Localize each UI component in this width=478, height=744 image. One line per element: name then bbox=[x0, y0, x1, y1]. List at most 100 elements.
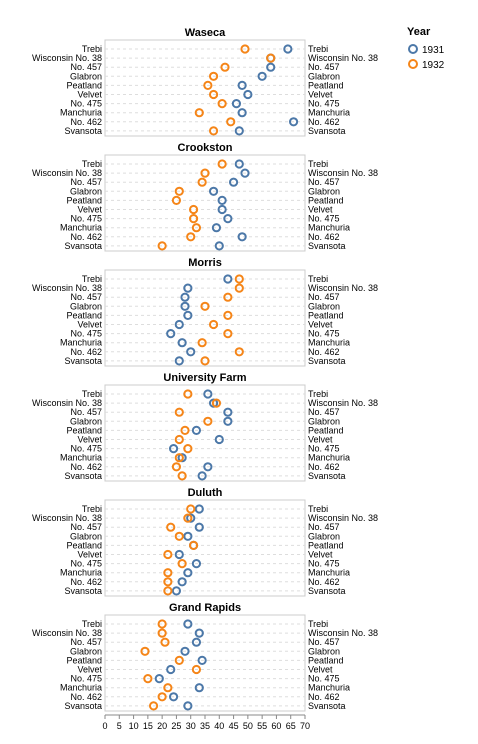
point-1932 bbox=[163, 577, 173, 587]
row-label-right: No. 475 bbox=[308, 214, 340, 224]
row-label-right: Wisconsin No. 38 bbox=[308, 398, 378, 408]
point-1932 bbox=[177, 471, 187, 481]
point-1932 bbox=[174, 407, 184, 417]
point-1931 bbox=[234, 159, 244, 169]
row-label-right: Manchuria bbox=[308, 683, 350, 693]
row-label-left: No. 475 bbox=[70, 214, 102, 224]
point-1931 bbox=[203, 462, 213, 472]
row-label-right: Svansota bbox=[308, 126, 346, 136]
row-label-right: Peatland bbox=[308, 655, 344, 665]
row-label-left: Trebi bbox=[82, 389, 102, 399]
point-1932 bbox=[163, 568, 173, 578]
point-1932 bbox=[174, 531, 184, 541]
point-1931 bbox=[174, 549, 184, 560]
row-label-right: Velvet bbox=[308, 435, 333, 445]
row-label-left: No. 462 bbox=[70, 117, 102, 127]
x-tick-label: 45 bbox=[229, 721, 239, 731]
point-1932 bbox=[157, 241, 167, 251]
legend-symbol-1932 bbox=[408, 59, 418, 69]
row-label-left: Wisconsin No. 38 bbox=[32, 283, 102, 293]
point-1931 bbox=[174, 319, 184, 330]
row-label-left: No. 462 bbox=[70, 232, 102, 242]
row-label-right: Wisconsin No. 38 bbox=[308, 283, 378, 293]
facet-title: Morris bbox=[188, 257, 222, 269]
row-label-left: Velvet bbox=[77, 90, 102, 100]
row-label-left: No. 462 bbox=[70, 692, 102, 702]
point-1931 bbox=[266, 62, 276, 72]
point-1932 bbox=[186, 232, 196, 242]
point-1931 bbox=[177, 577, 187, 587]
point-1932 bbox=[203, 80, 213, 91]
point-1931 bbox=[197, 471, 207, 481]
point-1931 bbox=[154, 674, 164, 684]
row-label-right: Peatland bbox=[308, 195, 344, 205]
row-label-left: Peatland bbox=[66, 310, 102, 320]
x-tick-label: 50 bbox=[243, 721, 253, 731]
point-1932 bbox=[226, 117, 236, 127]
row-label-right: No. 462 bbox=[308, 347, 340, 357]
point-1931 bbox=[237, 80, 247, 91]
point-1932 bbox=[177, 559, 187, 569]
row-label-left: Velvet bbox=[77, 550, 102, 560]
point-1931 bbox=[234, 126, 244, 136]
row-label-left: Trebi bbox=[82, 274, 102, 284]
row-label-left: Peatland bbox=[66, 195, 102, 205]
row-label-right: No. 475 bbox=[308, 329, 340, 339]
x-tick-label: 20 bbox=[157, 721, 167, 731]
row-label-right: No. 457 bbox=[308, 177, 340, 187]
row-label-right: Trebi bbox=[308, 44, 328, 54]
point-1932 bbox=[200, 168, 210, 178]
row-label-left: Peatland bbox=[66, 540, 102, 550]
row-label-right: Svansota bbox=[308, 701, 346, 711]
row-label-left: Trebi bbox=[82, 504, 102, 514]
row-label-left: No. 475 bbox=[70, 329, 102, 339]
point-1932 bbox=[163, 683, 173, 693]
point-1931 bbox=[214, 241, 224, 251]
point-1932 bbox=[197, 338, 207, 348]
point-1932 bbox=[188, 214, 199, 224]
row-label-right: Glabron bbox=[308, 646, 340, 656]
row-label-right: Velvet bbox=[308, 90, 333, 100]
point-1931 bbox=[203, 389, 213, 399]
row-label-right: No. 462 bbox=[308, 232, 340, 242]
row-label-left: Glabron bbox=[70, 531, 102, 541]
facet-frame bbox=[104, 384, 306, 482]
point-1931 bbox=[197, 655, 207, 666]
row-label-right: Velvet bbox=[308, 205, 333, 215]
row-label-right: Manchuria bbox=[308, 108, 350, 118]
x-tick-label: 30 bbox=[186, 721, 196, 731]
row-label-right: Trebi bbox=[308, 504, 328, 514]
point-1932 bbox=[157, 692, 167, 702]
point-1932 bbox=[234, 283, 244, 293]
point-1932 bbox=[208, 71, 219, 81]
point-1931 bbox=[166, 664, 176, 675]
row-label-right: No. 475 bbox=[308, 99, 340, 109]
point-1932 bbox=[166, 522, 176, 532]
row-label-right: Svansota bbox=[308, 241, 346, 251]
row-label-left: Manchuria bbox=[60, 683, 102, 693]
row-label-right: Svansota bbox=[308, 586, 346, 596]
row-label-right: Trebi bbox=[308, 159, 328, 169]
row-label-right: Velvet bbox=[308, 665, 333, 675]
row-label-left: No. 457 bbox=[70, 62, 102, 72]
point-1932 bbox=[163, 549, 173, 560]
x-tick-label: 10 bbox=[129, 721, 139, 731]
point-1932 bbox=[183, 444, 193, 454]
point-1931 bbox=[191, 637, 202, 647]
row-label-left: Manchuria bbox=[60, 568, 102, 578]
row-label-right: Manchuria bbox=[308, 453, 350, 463]
x-tick-label: 5 bbox=[117, 721, 122, 731]
point-1932 bbox=[183, 513, 193, 523]
row-label-right: No. 475 bbox=[308, 559, 340, 569]
point-1932 bbox=[180, 425, 190, 435]
point-1932 bbox=[148, 701, 159, 711]
point-1931 bbox=[214, 434, 224, 445]
x-tick-label: 60 bbox=[271, 721, 281, 731]
row-label-left: Peatland bbox=[66, 655, 102, 665]
row-label-right: Wisconsin No. 38 bbox=[308, 53, 378, 63]
point-1932 bbox=[208, 89, 219, 100]
x-tick-label: 65 bbox=[286, 721, 296, 731]
